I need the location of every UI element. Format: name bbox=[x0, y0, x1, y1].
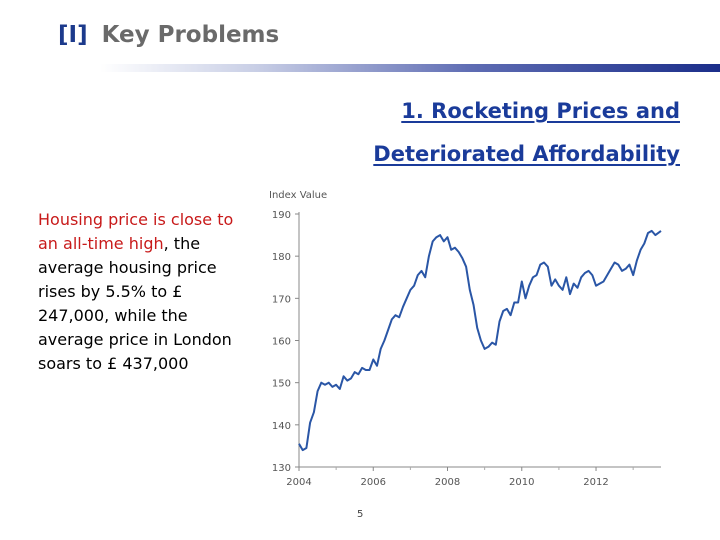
chart-series bbox=[298, 229, 662, 452]
y-axis-label: Index Value bbox=[269, 190, 327, 201]
y-tick-label: 130 bbox=[272, 463, 291, 474]
x-tick-label: 2004 bbox=[286, 477, 311, 488]
x-tick-label: 2008 bbox=[435, 477, 460, 488]
title-section-number: [I] bbox=[58, 22, 88, 48]
price-index-chart: 130 140 150 160 170 180 190 2004 2006 2008 2010 201… bbox=[269, 190, 662, 488]
body-text: , the average housing price rises by 5.5… bbox=[38, 234, 232, 373]
x-tick-label: 2010 bbox=[509, 477, 534, 488]
y-tick-label: 170 bbox=[272, 294, 291, 305]
page-number: 5 bbox=[357, 509, 364, 520]
y-tick-label: 180 bbox=[272, 252, 291, 263]
title-text: Key Problems bbox=[101, 22, 280, 48]
y-tick-label: 140 bbox=[272, 421, 291, 432]
series-line-index-value bbox=[298, 229, 662, 452]
y-tick-label: 190 bbox=[272, 210, 291, 221]
chart-labels: 130 140 150 160 170 180 190 2004 2006 2008 2010 201… bbox=[269, 190, 609, 488]
x-tick-label: 2006 bbox=[361, 477, 386, 488]
title-divider bbox=[100, 64, 720, 72]
y-tick-label: 150 bbox=[272, 379, 291, 390]
y-tick-label: 160 bbox=[272, 337, 291, 348]
chart-axes bbox=[295, 212, 661, 471]
body-paragraph: Housing price is close to an all-time hi… bbox=[38, 208, 238, 376]
slide-title: [I] Key Problems bbox=[58, 18, 279, 52]
x-tick-label: 2012 bbox=[583, 477, 608, 488]
subtitle-line-2: Deteriorated Affordability bbox=[373, 142, 680, 166]
highlight-text: Housing price is close to an all-time hi… bbox=[38, 210, 234, 253]
subtitle-line-1: 1. Rocketing Prices and bbox=[401, 99, 680, 123]
